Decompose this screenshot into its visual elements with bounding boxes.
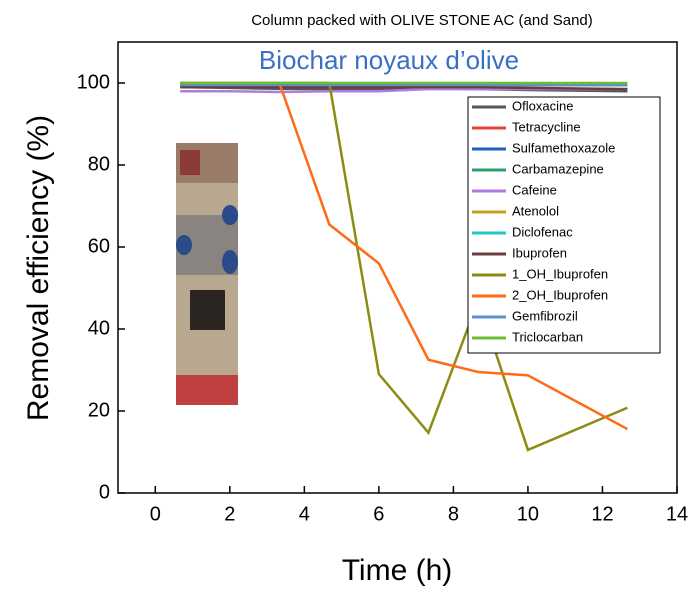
x-tick-label: 0 bbox=[150, 503, 161, 525]
y-tick-label: 100 bbox=[77, 71, 110, 93]
x-tick-label: 6 bbox=[373, 503, 384, 525]
legend-label: 2_OH_Ibuprofen bbox=[512, 287, 608, 302]
y-tick-label: 20 bbox=[88, 399, 110, 421]
legend-label: Carbamazepine bbox=[512, 161, 604, 176]
y-axis-label: Removal efficiency (%) bbox=[22, 115, 55, 421]
x-tick-label: 12 bbox=[591, 503, 613, 525]
column-photo bbox=[176, 143, 238, 405]
y-tick-label: 60 bbox=[88, 235, 110, 257]
x-tick-label: 2 bbox=[224, 503, 235, 525]
legend-label: Sulfamethoxazole bbox=[512, 140, 615, 155]
chart: Column packed with OLIVE STONE AC (and S… bbox=[0, 0, 692, 590]
x-tick-label: 10 bbox=[517, 503, 539, 525]
x-tick-label: 8 bbox=[448, 503, 459, 525]
chart-title: Column packed with OLIVE STONE AC (and S… bbox=[251, 12, 593, 29]
legend-label: Diclofenac bbox=[512, 224, 573, 239]
legend-label: Ofloxacine bbox=[512, 98, 573, 113]
y-tick-label: 40 bbox=[88, 317, 110, 339]
legend-label: Ibuprofen bbox=[512, 245, 567, 260]
legend-label: Gemfibrozil bbox=[512, 308, 578, 323]
legend-label: Tetracycline bbox=[512, 119, 581, 134]
legend-label: Triclocarban bbox=[512, 329, 583, 344]
y-tick-label: 80 bbox=[88, 153, 110, 175]
annotation: Biochar noyaux d’olive bbox=[259, 45, 519, 75]
legend-label: 1_OH_Ibuprofen bbox=[512, 266, 608, 281]
x-tick-label: 4 bbox=[299, 503, 310, 525]
x-axis-label: Time (h) bbox=[342, 554, 453, 587]
x-tick-label: 14 bbox=[666, 503, 688, 525]
legend-label: Cafeine bbox=[512, 182, 557, 197]
legend-label: Atenolol bbox=[512, 203, 559, 218]
y-tick-label: 0 bbox=[99, 481, 110, 503]
